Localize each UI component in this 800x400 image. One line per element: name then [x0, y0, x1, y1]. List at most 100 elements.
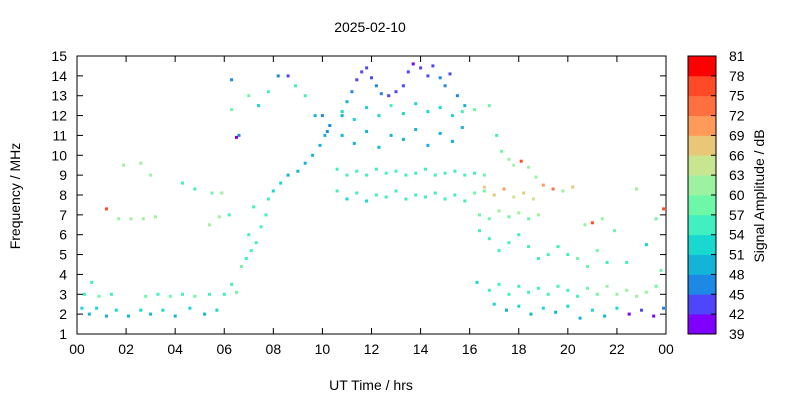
data-point — [161, 308, 165, 312]
data-point — [451, 114, 454, 118]
data-point — [215, 308, 219, 312]
data-point — [507, 241, 511, 245]
data-point — [497, 209, 501, 213]
x-tick-label: 20 — [560, 341, 576, 357]
data-point — [323, 133, 327, 137]
data-point — [266, 197, 270, 201]
data-point — [139, 161, 143, 165]
colorbar-segment — [688, 254, 716, 275]
colorbar-tick-label: 57 — [729, 207, 745, 223]
data-point — [586, 286, 589, 290]
colorbar-tick-label: 48 — [729, 266, 745, 282]
data-point — [595, 292, 599, 296]
data-point — [335, 189, 339, 193]
colorbar-segment — [688, 175, 716, 196]
data-point — [222, 292, 226, 296]
data-point — [303, 94, 307, 98]
data-point — [463, 199, 467, 203]
data-point — [500, 149, 504, 153]
data-point — [576, 257, 580, 260]
data-point — [615, 292, 619, 296]
y-axis-label: Frequency / MHz — [7, 143, 23, 250]
y-tick-label: 12 — [51, 108, 67, 124]
data-point — [590, 308, 594, 312]
data-point — [235, 135, 238, 139]
data-point — [105, 314, 108, 318]
data-point — [414, 171, 418, 175]
colorbar-tick-label: 51 — [729, 247, 745, 263]
data-point — [541, 183, 545, 187]
y-tick-label: 7 — [59, 207, 67, 223]
colorbar-segment — [688, 155, 716, 176]
data-point — [519, 159, 523, 163]
data-point — [546, 253, 550, 257]
data-point — [394, 90, 398, 94]
data-point — [141, 217, 145, 221]
data-point — [566, 288, 570, 292]
data-point — [340, 133, 344, 137]
colorbar-tick-label: 78 — [729, 68, 745, 84]
chart-title: 2025-02-10 — [334, 19, 406, 35]
data-point — [419, 66, 423, 70]
data-point — [210, 191, 214, 195]
data-point — [566, 253, 570, 257]
data-point — [492, 193, 496, 197]
data-point — [625, 261, 629, 264]
x-tick-label: 14 — [413, 341, 429, 357]
data-point — [659, 269, 663, 272]
data-point — [365, 130, 369, 133]
data-point — [443, 84, 447, 88]
colorbar-tick-label: 42 — [729, 306, 745, 322]
data-point — [320, 114, 324, 118]
data-point — [149, 312, 153, 316]
data-point — [335, 167, 339, 171]
data-point — [95, 306, 99, 310]
colorbar-tick-label: 63 — [729, 167, 745, 183]
data-point — [527, 165, 531, 169]
data-point — [438, 76, 442, 80]
data-point — [355, 78, 359, 82]
data-point — [355, 191, 359, 195]
data-point — [455, 94, 459, 98]
x-tick-label: 00 — [658, 341, 674, 357]
data-point — [532, 197, 535, 201]
data-point — [97, 294, 101, 298]
data-point — [453, 169, 457, 173]
data-point — [625, 288, 629, 292]
data-point — [605, 284, 609, 288]
data-point — [443, 171, 447, 175]
data-point — [249, 249, 253, 253]
data-point — [149, 173, 153, 177]
data-point — [426, 110, 430, 114]
data-point — [571, 185, 575, 189]
data-point — [522, 191, 526, 195]
data-point — [340, 110, 344, 114]
data-point — [644, 243, 648, 247]
data-point — [517, 304, 521, 308]
data-point — [286, 74, 290, 78]
data-point — [414, 128, 418, 131]
data-point — [394, 169, 398, 173]
data-point — [507, 157, 511, 161]
data-point — [144, 294, 148, 298]
data-point — [401, 137, 405, 141]
data-point — [556, 245, 560, 249]
data-point — [478, 229, 481, 233]
data-point — [370, 76, 373, 80]
data-point — [266, 90, 270, 94]
data-point — [586, 265, 589, 268]
data-point — [87, 312, 91, 316]
data-point — [566, 304, 570, 308]
data-point — [463, 104, 467, 108]
data-point — [507, 215, 511, 219]
data-point — [239, 265, 243, 268]
colorbar-tick-label: 60 — [729, 187, 745, 203]
data-point — [230, 282, 234, 286]
data-point — [286, 173, 290, 177]
data-point — [139, 308, 143, 312]
data-point — [460, 126, 464, 129]
colorbar-tick-label: 54 — [729, 227, 745, 243]
colorbar-segment — [688, 214, 716, 236]
colorbar-tick-label: 75 — [729, 88, 745, 104]
